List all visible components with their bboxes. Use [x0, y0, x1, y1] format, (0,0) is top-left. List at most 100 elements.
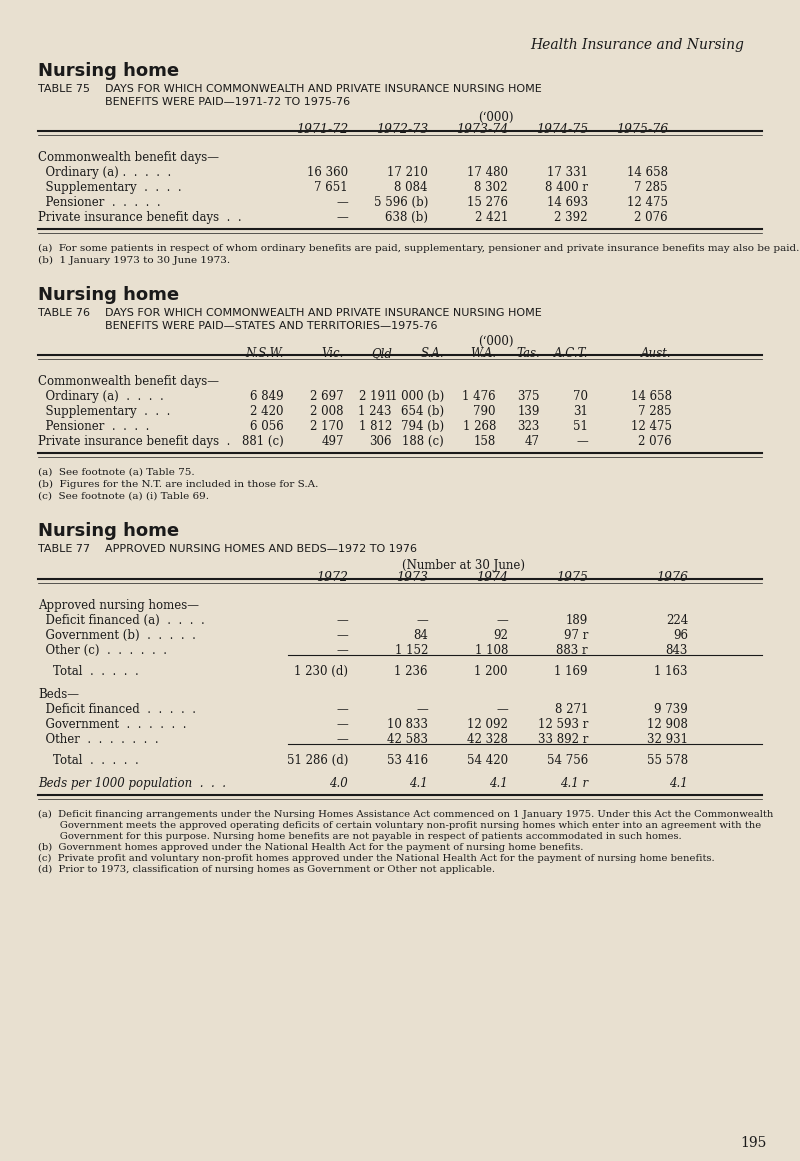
Text: 1 200: 1 200: [474, 665, 508, 678]
Text: 883 r: 883 r: [556, 644, 588, 657]
Text: Total  .  .  .  .  .: Total . . . . .: [38, 753, 138, 767]
Text: 2 076: 2 076: [634, 211, 668, 224]
Text: 97 r: 97 r: [564, 629, 588, 642]
Text: 8 302: 8 302: [474, 181, 508, 194]
Text: —: —: [336, 614, 348, 627]
Text: 654 (b): 654 (b): [401, 405, 444, 418]
Text: 6 849: 6 849: [250, 390, 284, 403]
Text: Other (c)  .  .  .  .  .  .: Other (c) . . . . . .: [38, 644, 167, 657]
Text: Other  .  .  .  .  .  .  .: Other . . . . . . .: [38, 733, 158, 747]
Text: 1975-76: 1975-76: [616, 123, 668, 136]
Text: 2 421: 2 421: [474, 211, 508, 224]
Text: 2 420: 2 420: [250, 405, 284, 418]
Text: 51: 51: [573, 420, 588, 433]
Text: 323: 323: [518, 420, 540, 433]
Text: Approved nursing homes—: Approved nursing homes—: [38, 599, 199, 612]
Text: Health Insurance and Nursing: Health Insurance and Nursing: [530, 38, 744, 52]
Text: 306: 306: [370, 435, 392, 448]
Text: (Number at 30 June): (Number at 30 June): [402, 558, 526, 572]
Text: Government  .  .  .  .  .  .: Government . . . . . .: [38, 717, 186, 731]
Text: 195: 195: [740, 1135, 766, 1151]
Text: 1971-72: 1971-72: [296, 123, 348, 136]
Text: 1 000 (b): 1 000 (b): [390, 390, 444, 403]
Text: 843: 843: [666, 644, 688, 657]
Text: 4.1 r: 4.1 r: [560, 777, 588, 789]
Text: —: —: [336, 717, 348, 731]
Text: 1 812: 1 812: [358, 420, 392, 433]
Text: W.A.: W.A.: [470, 347, 496, 360]
Text: 2 191: 2 191: [358, 390, 392, 403]
Text: Nursing home: Nursing home: [38, 286, 179, 304]
Text: (a)  See footnote (a) Table 75.: (a) See footnote (a) Table 75.: [38, 468, 194, 477]
Text: 7 285: 7 285: [638, 405, 672, 418]
Text: 794 (b): 794 (b): [401, 420, 444, 433]
Text: 139: 139: [518, 405, 540, 418]
Text: (‘000): (‘000): [478, 336, 514, 348]
Text: 4.1: 4.1: [490, 777, 508, 789]
Text: DAYS FOR WHICH COMMONWEALTH AND PRIVATE INSURANCE NURSING HOME: DAYS FOR WHICH COMMONWEALTH AND PRIVATE …: [105, 308, 542, 318]
Text: 188 (c): 188 (c): [402, 435, 444, 448]
Text: 1974: 1974: [476, 571, 508, 584]
Text: (b)  1 January 1973 to 30 June 1973.: (b) 1 January 1973 to 30 June 1973.: [38, 255, 230, 265]
Text: 15 276: 15 276: [467, 196, 508, 209]
Text: TABLE 76: TABLE 76: [38, 308, 90, 318]
Text: 70: 70: [573, 390, 588, 403]
Text: 497: 497: [322, 435, 344, 448]
Text: —: —: [336, 644, 348, 657]
Text: (c)  Private profit and voluntary non-profit homes approved under the National H: (c) Private profit and voluntary non-pro…: [38, 854, 714, 863]
Text: 12 092: 12 092: [467, 717, 508, 731]
Text: Nursing home: Nursing home: [38, 522, 179, 540]
Text: 92: 92: [493, 629, 508, 642]
Text: BENEFITS WERE PAID—STATES AND TERRITORIES—1975-76: BENEFITS WERE PAID—STATES AND TERRITORIE…: [105, 320, 438, 331]
Text: (a)  For some patients in respect of whom ordinary benefits are paid, supplement: (a) For some patients in respect of whom…: [38, 244, 799, 253]
Text: (b)  Figures for the N.T. are included in those for S.A.: (b) Figures for the N.T. are included in…: [38, 479, 318, 489]
Text: 33 892 r: 33 892 r: [538, 733, 588, 747]
Text: 881 (c): 881 (c): [242, 435, 284, 448]
Text: 2 170: 2 170: [310, 420, 344, 433]
Text: 96: 96: [673, 629, 688, 642]
Text: APPROVED NURSING HOMES AND BEDS—1972 TO 1976: APPROVED NURSING HOMES AND BEDS—1972 TO …: [105, 545, 417, 554]
Text: DAYS FOR WHICH COMMONWEALTH AND PRIVATE INSURANCE NURSING HOME: DAYS FOR WHICH COMMONWEALTH AND PRIVATE …: [105, 84, 542, 94]
Text: 9 739: 9 739: [654, 704, 688, 716]
Text: 1 152: 1 152: [394, 644, 428, 657]
Text: 54 420: 54 420: [467, 753, 508, 767]
Text: 7 651: 7 651: [314, 181, 348, 194]
Text: —: —: [496, 614, 508, 627]
Text: 8 400 r: 8 400 r: [545, 181, 588, 194]
Text: 1974-75: 1974-75: [536, 123, 588, 136]
Text: 2 008: 2 008: [310, 405, 344, 418]
Text: 1972: 1972: [316, 571, 348, 584]
Text: 638 (b): 638 (b): [385, 211, 428, 224]
Text: Deficit financed (a)  .  .  .  .: Deficit financed (a) . . . .: [38, 614, 205, 627]
Text: 55 578: 55 578: [647, 753, 688, 767]
Text: —: —: [336, 629, 348, 642]
Text: 7 285: 7 285: [634, 181, 668, 194]
Text: Total  .  .  .  .  .: Total . . . . .: [38, 665, 138, 678]
Text: 189: 189: [566, 614, 588, 627]
Text: Pensioner  .  .  .  .: Pensioner . . . .: [38, 420, 150, 433]
Text: Ordinary (a)  .  .  .  .: Ordinary (a) . . . .: [38, 390, 164, 403]
Text: 1 268: 1 268: [462, 420, 496, 433]
Text: 4.1: 4.1: [670, 777, 688, 789]
Text: 16 360: 16 360: [307, 166, 348, 179]
Text: Supplementary  .  .  .  .: Supplementary . . . .: [38, 181, 182, 194]
Text: 14 658: 14 658: [627, 166, 668, 179]
Text: 4.0: 4.0: [330, 777, 348, 789]
Text: 6 056: 6 056: [250, 420, 284, 433]
Text: (‘000): (‘000): [478, 111, 514, 124]
Text: 4.1: 4.1: [410, 777, 428, 789]
Text: 12 593 r: 12 593 r: [538, 717, 588, 731]
Text: 375: 375: [518, 390, 540, 403]
Text: 224: 224: [666, 614, 688, 627]
Text: —: —: [416, 614, 428, 627]
Text: Private insurance benefit days  .: Private insurance benefit days .: [38, 435, 230, 448]
Text: 1975: 1975: [556, 571, 588, 584]
Text: 1 236: 1 236: [394, 665, 428, 678]
Text: —: —: [336, 733, 348, 747]
Text: —: —: [336, 196, 348, 209]
Text: 1973-74: 1973-74: [456, 123, 508, 136]
Text: Commonwealth benefit days—: Commonwealth benefit days—: [38, 151, 219, 164]
Text: Pensioner  .  .  .  .  .: Pensioner . . . . .: [38, 196, 161, 209]
Text: 12 475: 12 475: [627, 196, 668, 209]
Text: Government for this purpose. Nursing home benefits are not payable in respect of: Government for this purpose. Nursing hom…: [38, 832, 682, 841]
